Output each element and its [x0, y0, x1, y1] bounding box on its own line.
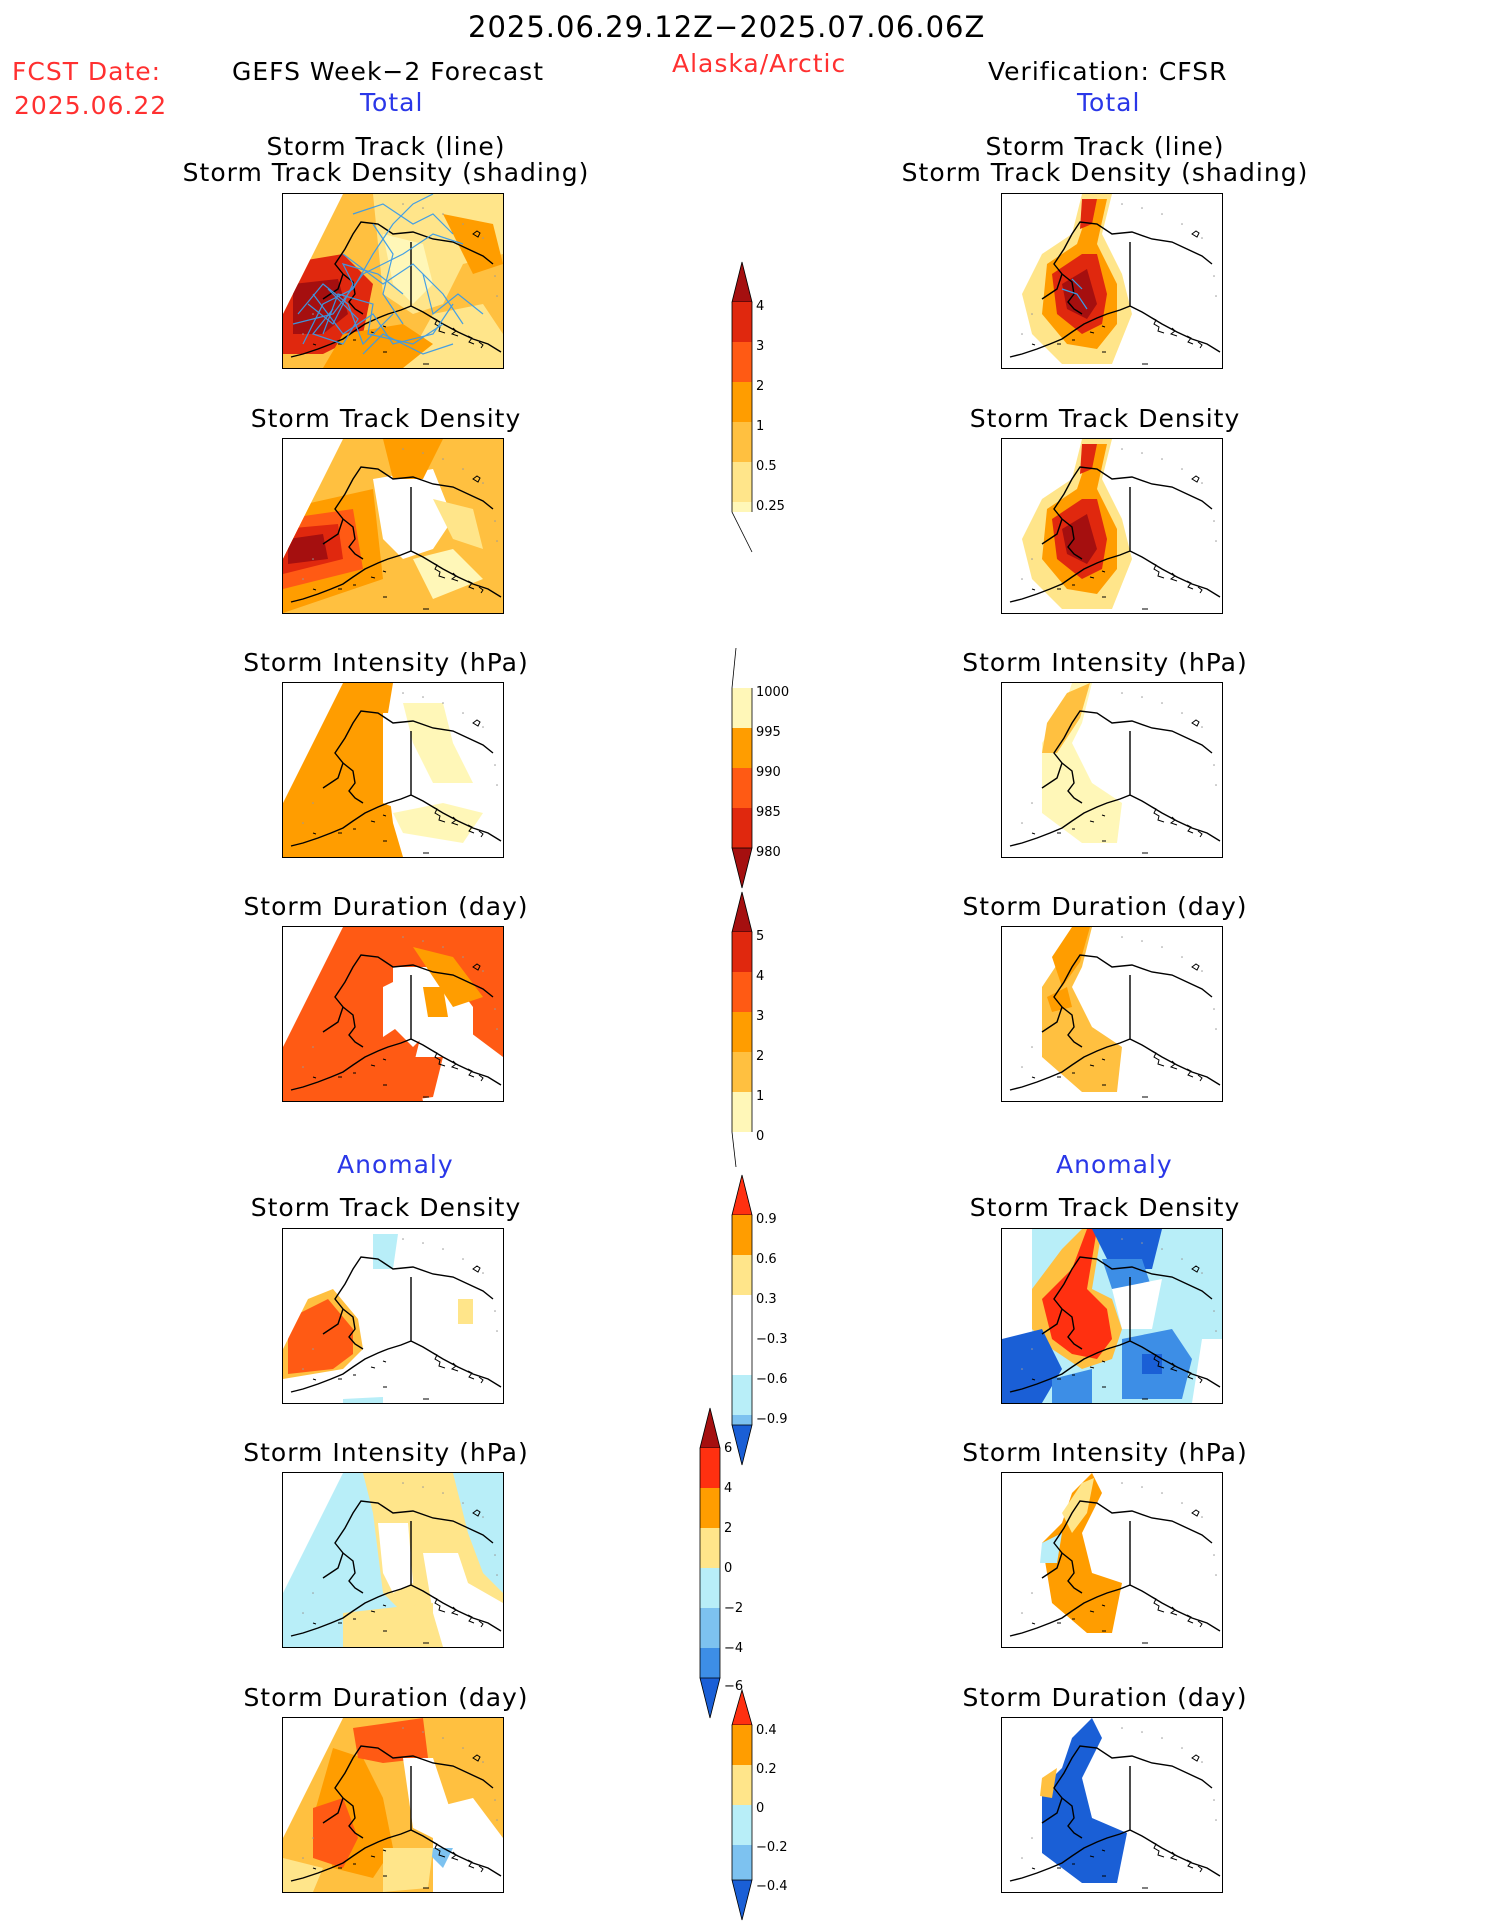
svg-text:2: 2: [756, 1049, 764, 1064]
svg-text:0.5: 0.5: [756, 459, 777, 474]
svg-text:1000: 1000: [756, 685, 789, 700]
left-duration-map: [282, 926, 504, 1102]
duration-total-colorbar: 5 4 3 2 1 0: [722, 891, 802, 1176]
svg-text:−4: −4: [724, 1641, 743, 1656]
duration-anomaly-colorbar: 0.4 0.2 0 −0.2 −0.4: [722, 1688, 802, 1924]
svg-text:5: 5: [756, 929, 764, 944]
svg-text:3: 3: [756, 339, 764, 354]
svg-text:990: 990: [756, 765, 781, 780]
svg-text:−2: −2: [724, 1601, 743, 1616]
left-density-map: [282, 438, 504, 614]
right-intensity-map: [1001, 682, 1223, 858]
svg-text:0.9: 0.9: [756, 1212, 777, 1227]
svg-text:2: 2: [756, 379, 764, 394]
right-density-map: [1001, 438, 1223, 614]
right-duration-title: Storm Duration (day): [962, 892, 1248, 921]
svg-text:−0.6: −0.6: [756, 1372, 788, 1387]
svg-text:2: 2: [724, 1521, 732, 1536]
intensity-anomaly-colorbar: 6 4 2 0 −2 −4 −6: [690, 1407, 770, 1722]
total-left-label: Total: [360, 88, 424, 117]
left-density-title: Storm Track Density: [250, 404, 522, 433]
left-duration-title: Storm Duration (day): [243, 892, 529, 921]
total-right-label: Total: [1077, 88, 1141, 117]
right-anom-density-map: [1001, 1228, 1223, 1404]
right-anom-duration-title: Storm Duration (day): [962, 1683, 1248, 1712]
svg-text:1: 1: [756, 1089, 764, 1104]
svg-text:0: 0: [756, 1129, 764, 1144]
svg-text:0.25: 0.25: [756, 499, 785, 514]
intensity-total-colorbar: 1000 995 990 985 980: [722, 647, 802, 892]
svg-text:980: 980: [756, 845, 781, 860]
left-anom-density-map: [282, 1228, 504, 1404]
right-anom-duration-map: [1001, 1717, 1223, 1893]
right-anom-intensity-map: [1001, 1472, 1223, 1648]
svg-text:−6: −6: [724, 1679, 743, 1694]
density-total-colorbar: 4 3 2 1 0.5 0.25: [722, 261, 802, 556]
svg-text:4: 4: [756, 969, 764, 984]
left-anom-density-title: Storm Track Density: [250, 1193, 522, 1222]
verification-title: Verification: CFSR: [988, 57, 1228, 86]
svg-text:995: 995: [756, 725, 781, 740]
region-title: Alaska/Arctic: [672, 49, 847, 78]
right-duration-map: [1001, 926, 1223, 1102]
right-track-shading-title: Storm Track Density (shading): [901, 158, 1309, 187]
anomaly-left-label: Anomaly: [337, 1150, 454, 1179]
left-anom-duration-title: Storm Duration (day): [243, 1683, 529, 1712]
gefs-forecast-title: GEFS Week−2 Forecast: [232, 57, 545, 86]
fcst-date-value: 2025.06.22: [14, 91, 168, 120]
right-intensity-title: Storm Intensity (hPa): [962, 648, 1248, 677]
svg-text:1: 1: [756, 419, 764, 434]
svg-text:−0.3: −0.3: [756, 1332, 788, 1347]
svg-text:−0.9: −0.9: [756, 1412, 788, 1427]
anomaly-right-label: Anomaly: [1056, 1150, 1173, 1179]
svg-text:0.6: 0.6: [756, 1252, 777, 1267]
svg-text:0.3: 0.3: [756, 1292, 777, 1307]
left-anom-intensity-title: Storm Intensity (hPa): [243, 1438, 529, 1467]
left-storm-track-map: [282, 193, 504, 369]
main-title: 2025.06.29.12Z−2025.07.06.06Z: [468, 10, 986, 44]
svg-text:0: 0: [756, 1801, 764, 1816]
left-anom-duration-map: [282, 1717, 504, 1893]
svg-text:−0.2: −0.2: [756, 1840, 788, 1855]
svg-text:−0.4: −0.4: [756, 1879, 788, 1894]
svg-text:0.4: 0.4: [756, 1723, 777, 1738]
svg-text:985: 985: [756, 805, 781, 820]
right-anom-intensity-title: Storm Intensity (hPa): [962, 1438, 1248, 1467]
fcst-date-label: FCST Date:: [12, 57, 162, 86]
svg-text:3: 3: [756, 1009, 764, 1024]
right-storm-track-map: [1001, 193, 1223, 369]
right-track-line-title: Storm Track (line): [985, 132, 1225, 161]
left-anom-intensity-map: [282, 1472, 504, 1648]
svg-text:4: 4: [756, 299, 764, 314]
svg-text:4: 4: [724, 1481, 732, 1496]
left-intensity-map: [282, 682, 504, 858]
svg-text:0: 0: [724, 1561, 732, 1576]
right-density-title: Storm Track Density: [969, 404, 1241, 433]
svg-text:6: 6: [724, 1441, 732, 1456]
right-anom-density-title: Storm Track Density: [969, 1193, 1241, 1222]
svg-text:0.2: 0.2: [756, 1762, 777, 1777]
left-track-shading-title: Storm Track Density (shading): [182, 158, 590, 187]
left-intensity-title: Storm Intensity (hPa): [243, 648, 529, 677]
left-track-line-title: Storm Track (line): [266, 132, 506, 161]
density-anomaly-colorbar: 0.9 0.6 0.3 −0.3 −0.6 −0.9: [722, 1174, 802, 1469]
